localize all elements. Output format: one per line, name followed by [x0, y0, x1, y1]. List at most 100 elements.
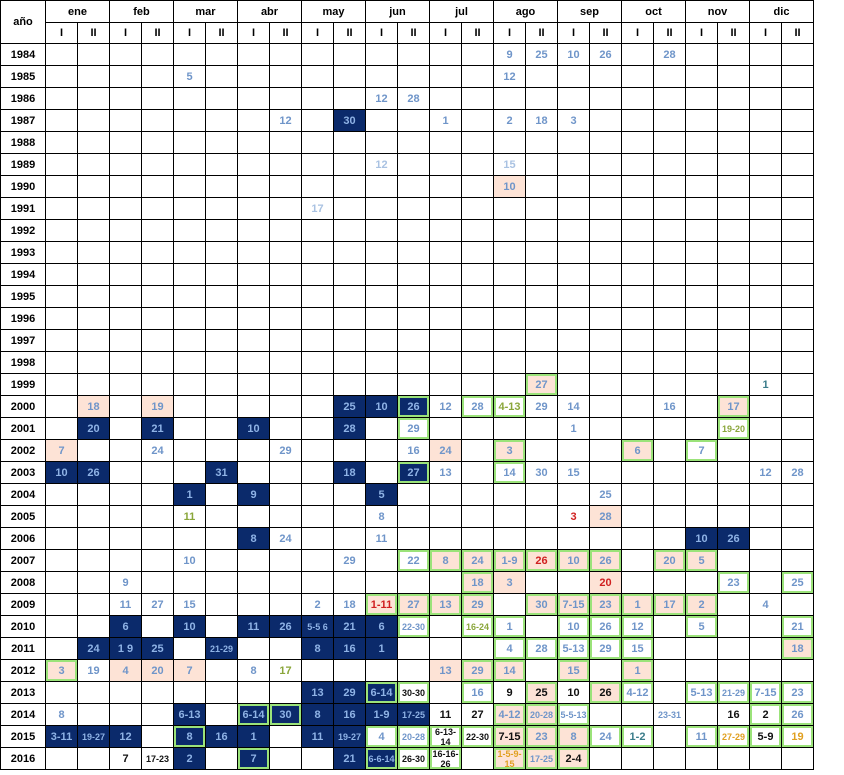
date-cell — [621, 65, 654, 88]
date-cell: 4-13 — [493, 395, 526, 418]
date-cell — [525, 175, 558, 198]
date-cell — [557, 307, 590, 330]
year-label: 2010 — [0, 615, 46, 638]
date-cell: 17 — [269, 659, 302, 682]
date-cell — [461, 329, 494, 352]
date-cell — [461, 417, 494, 440]
date-cell — [237, 505, 270, 528]
date-cell — [781, 197, 814, 220]
year-label: 2015 — [0, 725, 46, 748]
date-cell: 14 — [557, 395, 590, 418]
date-cell: 15 — [557, 461, 590, 484]
date-cell — [781, 241, 814, 264]
date-cell — [397, 307, 430, 330]
date-cell — [525, 483, 558, 506]
year-row: 1996 — [0, 307, 814, 330]
date-cell — [557, 351, 590, 374]
date-cell — [557, 439, 590, 462]
date-cell — [621, 549, 654, 572]
date-cell — [749, 637, 782, 660]
date-cell — [557, 241, 590, 264]
date-cell — [429, 285, 462, 308]
half-header-row: I II I II I II I II I II I II I II I II I II I II I II I II — [1, 22, 814, 44]
date-cell: 6 — [621, 439, 654, 462]
date-cell — [205, 329, 238, 352]
date-cell: 8 — [45, 703, 78, 726]
date-cell: 21 — [333, 747, 366, 770]
date-cell: 10 — [237, 417, 270, 440]
date-cell — [749, 65, 782, 88]
date-cell — [717, 329, 750, 352]
date-cell: 19 — [141, 395, 174, 418]
date-cell — [525, 219, 558, 242]
date-cell: 1 — [621, 659, 654, 682]
date-cell: 11 — [173, 505, 206, 528]
date-cell — [717, 219, 750, 242]
date-cell — [269, 571, 302, 594]
month-header: abr — [237, 0, 302, 23]
date-cell — [205, 747, 238, 770]
date-cell — [749, 329, 782, 352]
date-cell — [109, 329, 142, 352]
date-cell: 1-9 — [493, 549, 526, 572]
date-cell — [109, 241, 142, 264]
date-cell — [77, 109, 110, 132]
date-cell — [45, 329, 78, 352]
date-cell — [749, 417, 782, 440]
date-cell — [301, 373, 334, 396]
date-cell — [109, 505, 142, 528]
date-cell — [749, 571, 782, 594]
date-cell — [109, 43, 142, 66]
date-cell — [653, 65, 686, 88]
month-header: sep — [557, 0, 622, 23]
year-row: 2005 11 8 3 28 — [0, 505, 814, 528]
year-row: 2008 9 18 3 20 23 25 — [0, 571, 814, 594]
date-cell — [333, 659, 366, 682]
date-cell: 28 — [653, 43, 686, 66]
date-cell — [589, 417, 622, 440]
date-cell — [205, 571, 238, 594]
year-label: 2007 — [0, 549, 46, 572]
date-cell — [493, 131, 526, 154]
date-cell — [781, 285, 814, 308]
date-cell: 14 — [493, 659, 526, 682]
date-cell — [45, 109, 78, 132]
date-cell — [653, 329, 686, 352]
date-cell — [141, 175, 174, 198]
date-cell — [685, 483, 718, 506]
date-cell — [45, 571, 78, 594]
year-row: 1994 — [0, 263, 814, 286]
half-header: I — [45, 22, 78, 44]
date-cell — [77, 681, 110, 704]
date-cell — [685, 219, 718, 242]
date-cell — [461, 637, 494, 660]
date-cell: 10 — [493, 175, 526, 198]
date-cell: 3 — [557, 505, 590, 528]
date-cell — [141, 549, 174, 572]
date-cell — [141, 725, 174, 748]
date-cell: 2 — [173, 747, 206, 770]
date-cell — [685, 43, 718, 66]
date-cell — [397, 263, 430, 286]
date-cell — [77, 615, 110, 638]
date-cell — [525, 65, 558, 88]
date-cell — [717, 87, 750, 110]
date-cell: 31 — [205, 461, 238, 484]
half-header: I — [301, 22, 334, 44]
date-cell: 27-29 — [717, 725, 750, 748]
date-cell — [717, 175, 750, 198]
date-cell: 3 — [557, 109, 590, 132]
date-cell — [589, 395, 622, 418]
date-cell — [461, 87, 494, 110]
date-cell — [653, 263, 686, 286]
month-header-row: año ene feb mar abr may jun jul ago sep oct nov dic — [0, 0, 814, 44]
date-cell — [749, 527, 782, 550]
date-cell — [205, 197, 238, 220]
date-cell — [141, 483, 174, 506]
date-cell — [109, 131, 142, 154]
date-cell: 7 — [45, 439, 78, 462]
date-cell — [301, 417, 334, 440]
date-cell — [237, 109, 270, 132]
date-cell: 19 — [781, 725, 814, 748]
date-cell: 8 — [365, 505, 398, 528]
